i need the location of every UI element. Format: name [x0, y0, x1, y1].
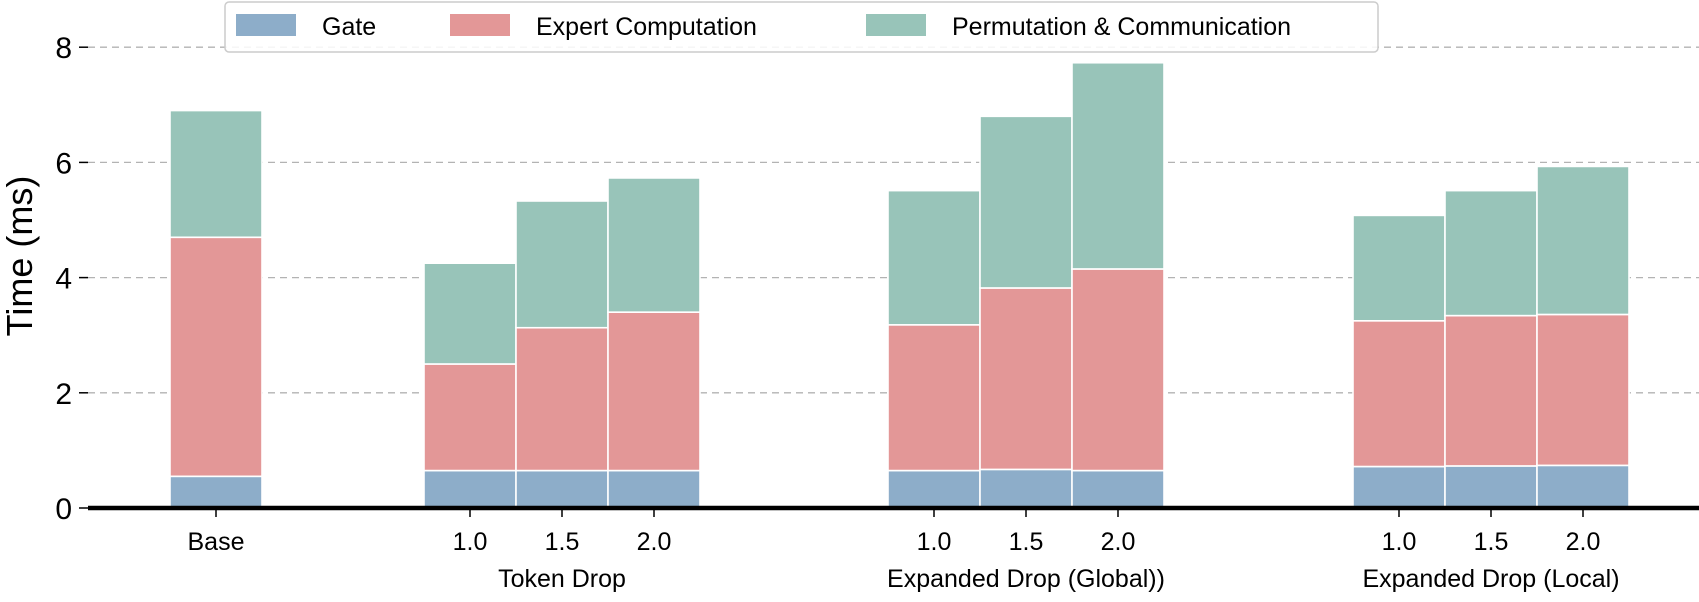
y-tick-label: 8 [55, 32, 72, 65]
bar-segment [607, 469, 701, 509]
bar-segment [423, 262, 517, 365]
bar-segment [169, 475, 263, 509]
legend-label: Permutation & Communication [952, 13, 1291, 41]
bar-segment [887, 189, 981, 326]
bar-segment [1071, 268, 1165, 472]
legend-swatch [866, 14, 926, 36]
y-tick-label: 6 [55, 147, 72, 180]
bar-segment [1444, 465, 1538, 509]
bar-segment [515, 326, 609, 472]
bar-segment [1352, 214, 1446, 322]
y-tick-label: 0 [55, 493, 72, 526]
bar-segment [607, 177, 701, 313]
group-label: Expanded Drop (Global)) [887, 565, 1165, 593]
bar-segment [1352, 319, 1446, 468]
bar-segment [1071, 469, 1165, 509]
x-tick-label: 2.0 [637, 528, 672, 556]
group-label: Expanded Drop (Local) [1362, 565, 1619, 593]
bar-segment [887, 469, 981, 509]
y-tick-label: 2 [55, 378, 72, 411]
bar-segment [1444, 314, 1538, 467]
legend: Gate Expert Computation Permutation & Comm… [224, 1, 1379, 53]
x-tick-label: 1.5 [1009, 528, 1044, 556]
x-tick-label: 1.5 [545, 528, 580, 556]
bar-segment [1071, 61, 1165, 270]
x-tick-label: 1.5 [1474, 528, 1509, 556]
group-label: Token Drop [498, 565, 626, 593]
legend-label: Expert Computation [536, 13, 757, 41]
legend-frame [224, 1, 1379, 53]
x-tick-label: 1.0 [1382, 528, 1417, 556]
bar-segment [1536, 313, 1630, 467]
bar-segment [979, 287, 1073, 471]
bar-segment [423, 363, 517, 472]
bars [169, 61, 1630, 509]
x-tick-label: 2.0 [1101, 528, 1136, 556]
legend-label: Gate [322, 13, 376, 41]
x-tick-label: 1.0 [917, 528, 952, 556]
bar-segment [887, 324, 981, 472]
bar-segment [979, 115, 1073, 289]
bar-segment [169, 236, 263, 478]
bar-segment [515, 469, 609, 509]
bar-segment [1444, 189, 1538, 317]
axes: 0 2 4 6 8 Base 1.0 1.5 2.0 Token Drop 1.0 1.5 2.0 Exp… [55, 32, 1699, 593]
bar-segment [1352, 465, 1446, 509]
bar-segment [1536, 464, 1630, 509]
legend-swatch [236, 14, 296, 36]
bar-segment [515, 200, 609, 329]
bar-segment [1536, 165, 1630, 316]
y-tick-label: 4 [55, 263, 72, 296]
x-tick-label: 1.0 [453, 528, 488, 556]
bar-segment [607, 311, 701, 472]
x-tick-label: Base [188, 528, 245, 556]
bar-segment [423, 469, 517, 509]
x-tick-label: 2.0 [1566, 528, 1601, 556]
bar-segment [169, 109, 263, 239]
legend-swatch [450, 14, 510, 36]
bar-segment [979, 468, 1073, 509]
y-axis-label: Time (ms) [0, 176, 40, 337]
